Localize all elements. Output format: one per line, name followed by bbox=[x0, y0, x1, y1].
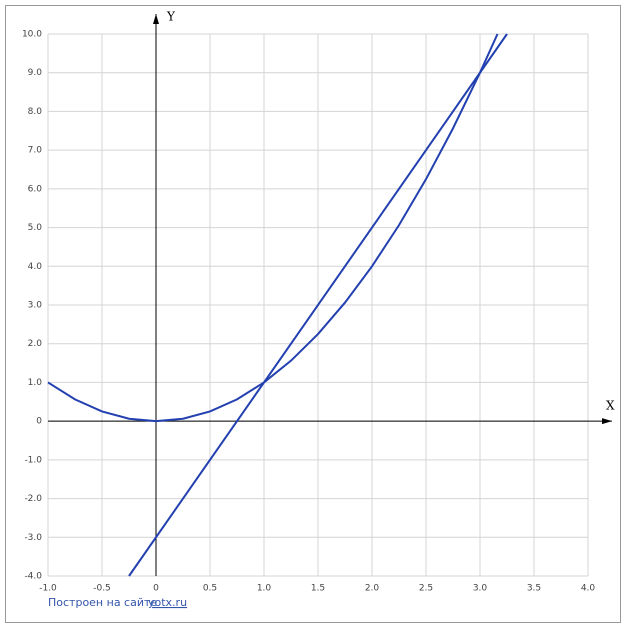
y-tick-label: 4.0 bbox=[28, 262, 43, 272]
credit-text: Построен на сайте bbox=[48, 596, 157, 609]
curve bbox=[128, 33, 508, 577]
x-tick-label: 1.0 bbox=[257, 584, 272, 594]
y-tick-label: 7.0 bbox=[28, 146, 43, 156]
x-axis-title: X bbox=[606, 399, 615, 413]
x-axis-arrow bbox=[602, 418, 612, 425]
y-tick-label: 2.0 bbox=[28, 339, 43, 349]
y-tick-label: 3.0 bbox=[28, 301, 43, 311]
y-tick-label: -4.0 bbox=[24, 572, 42, 582]
y-tick-label: 6.0 bbox=[28, 184, 43, 194]
x-tick-label: 2.0 bbox=[365, 584, 380, 594]
y-axis-arrow bbox=[153, 14, 159, 24]
y-tick-label: 0 bbox=[36, 417, 42, 427]
curve bbox=[47, 33, 499, 423]
y-tick-label: -1.0 bbox=[24, 455, 42, 465]
y-tick-label: -3.0 bbox=[24, 533, 42, 543]
x-tick-label: 3.5 bbox=[527, 584, 541, 594]
x-tick-label: 2.5 bbox=[419, 584, 433, 594]
y-axis-title: Y bbox=[166, 10, 176, 24]
x-tick-label: 0.5 bbox=[203, 584, 217, 594]
y-tick-label: 10.0 bbox=[22, 30, 42, 40]
y-tick-label: 5.0 bbox=[28, 223, 43, 233]
y-tick-label: -2.0 bbox=[24, 494, 42, 504]
x-tick-label: -1.0 bbox=[39, 584, 57, 594]
x-tick-label: 3.0 bbox=[473, 584, 488, 594]
y-tick-label: 9.0 bbox=[28, 68, 43, 78]
x-tick-label: 0 bbox=[153, 584, 159, 594]
x-tick-label: 4.0 bbox=[581, 584, 596, 594]
frame bbox=[5, 5, 621, 623]
y-tick-label: 1.0 bbox=[28, 378, 43, 388]
credit-link[interactable]: yotx.ru bbox=[148, 596, 187, 609]
x-tick-label: -0.5 bbox=[93, 584, 111, 594]
x-tick-label: 1.5 bbox=[311, 584, 325, 594]
y-tick-label: 8.0 bbox=[28, 107, 43, 117]
